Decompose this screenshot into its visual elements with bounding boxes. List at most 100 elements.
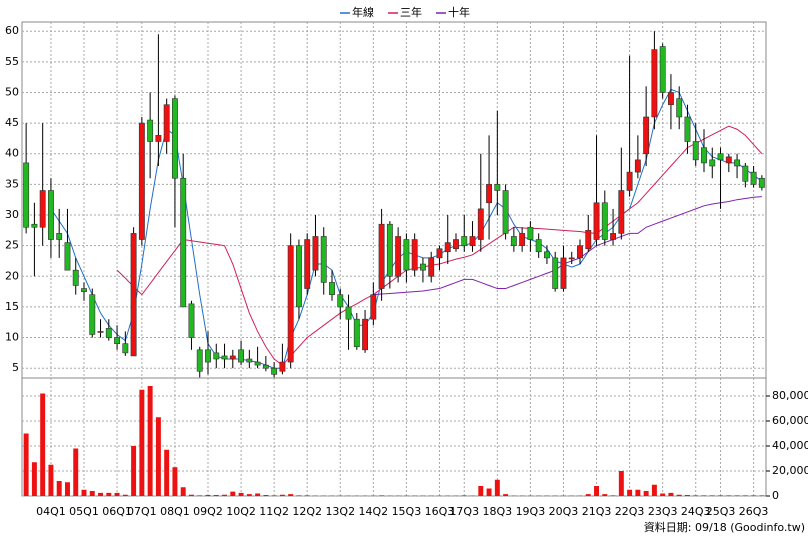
candle-body bbox=[238, 349, 245, 363]
volume-bar bbox=[594, 486, 600, 496]
volume-bar bbox=[668, 492, 674, 496]
volume-bar bbox=[172, 467, 178, 496]
candle-body bbox=[477, 208, 484, 240]
volume-bar bbox=[503, 494, 509, 496]
volume-bar bbox=[651, 484, 657, 496]
volume-bar bbox=[304, 495, 310, 496]
candle-body bbox=[114, 337, 121, 344]
candle-body bbox=[651, 49, 658, 118]
volume-bar bbox=[461, 495, 467, 496]
candle-body bbox=[510, 236, 517, 246]
x-tick-label: 10Q2 bbox=[226, 505, 256, 518]
candle-body bbox=[105, 328, 112, 338]
volume-bar bbox=[478, 486, 484, 496]
volume-bar bbox=[379, 495, 385, 496]
candle-body bbox=[72, 269, 79, 286]
candle-body bbox=[560, 257, 567, 289]
footer-note: 資料日期: 09/18 (Goodinfo.tw) bbox=[644, 520, 805, 534]
x-tick-label: 25Q3 bbox=[706, 505, 736, 518]
volume-bar bbox=[742, 495, 748, 496]
candle-body bbox=[345, 306, 352, 320]
candle-body bbox=[31, 223, 38, 228]
x-tick-label: 06Q1 bbox=[102, 505, 132, 518]
candle-body bbox=[552, 257, 559, 289]
y-tick-label: 40 bbox=[5, 147, 19, 160]
volume-bar bbox=[122, 494, 128, 496]
volume-bar bbox=[222, 494, 228, 496]
candle-body bbox=[610, 233, 617, 240]
candle-body bbox=[626, 171, 633, 191]
x-tick-label: 08Q1 bbox=[160, 505, 190, 518]
volume-bar bbox=[660, 493, 666, 496]
x-tick-label: 11Q2 bbox=[259, 505, 289, 518]
x-tick-label: 12Q2 bbox=[292, 505, 322, 518]
candle-body bbox=[643, 116, 650, 155]
candle-body bbox=[138, 122, 145, 240]
y2-tick-label: 0 bbox=[772, 489, 779, 502]
candle-body bbox=[419, 263, 426, 271]
candle-body bbox=[205, 349, 211, 363]
volume-bar bbox=[288, 494, 294, 496]
volume-bar bbox=[23, 433, 29, 496]
y-tick-label: 15 bbox=[5, 300, 19, 313]
y-tick-label: 55 bbox=[5, 55, 19, 68]
candle-body bbox=[634, 159, 641, 173]
legend-label: 三年 bbox=[400, 5, 422, 19]
legend-label: 十年 bbox=[448, 5, 470, 19]
candle-body bbox=[304, 239, 311, 289]
candle-body bbox=[180, 177, 187, 308]
volume-bar bbox=[81, 489, 87, 496]
candle-body bbox=[213, 352, 220, 360]
x-tick-label: 05Q1 bbox=[69, 505, 99, 518]
x-tick-label: 07Q1 bbox=[127, 505, 157, 518]
volume-bar bbox=[693, 495, 699, 496]
candle-body bbox=[271, 367, 278, 375]
volume-bar bbox=[676, 494, 682, 496]
candle-body bbox=[527, 226, 534, 240]
candle-body bbox=[47, 190, 54, 240]
candle-body bbox=[353, 318, 360, 348]
volume-bar bbox=[131, 446, 137, 496]
volume-bar bbox=[494, 479, 500, 496]
volume-bar bbox=[635, 489, 641, 496]
y-tick-label: 60 bbox=[5, 24, 19, 37]
y-tick-label: 20 bbox=[5, 269, 19, 282]
candle-body bbox=[122, 343, 129, 354]
volume-bar bbox=[31, 462, 37, 496]
candle-body bbox=[329, 282, 335, 295]
x-tick-label: 21Q3 bbox=[582, 505, 612, 518]
volume-bar bbox=[205, 495, 211, 496]
volume-bar bbox=[230, 491, 236, 496]
x-tick-label: 24Q3 bbox=[681, 505, 711, 518]
volume-bar bbox=[684, 495, 690, 496]
volume-bar bbox=[486, 488, 492, 496]
candle-body bbox=[758, 177, 765, 188]
volume-bar bbox=[164, 449, 170, 496]
y-tick-label: 5 bbox=[12, 361, 19, 374]
candle-body bbox=[279, 361, 286, 372]
candle-body bbox=[81, 288, 87, 292]
volume-bar bbox=[48, 464, 54, 496]
y-tick-label: 45 bbox=[5, 116, 19, 129]
candle-body bbox=[486, 184, 493, 204]
volume-bar bbox=[279, 494, 285, 496]
volume-bar bbox=[271, 495, 277, 496]
candle-body bbox=[519, 233, 526, 246]
candle-body bbox=[428, 257, 435, 277]
volume-bar bbox=[89, 491, 95, 496]
candle-body bbox=[585, 230, 592, 250]
candle-body bbox=[659, 46, 666, 93]
candle-body bbox=[320, 236, 327, 283]
volume-bar bbox=[585, 494, 591, 496]
candle-body bbox=[64, 242, 71, 271]
candle-body bbox=[370, 294, 377, 320]
volume-bar bbox=[734, 495, 740, 496]
plot-frame bbox=[21, 21, 767, 497]
x-tick-label: 20Q3 bbox=[549, 505, 579, 518]
candle-body bbox=[684, 116, 691, 142]
candle-body bbox=[543, 251, 550, 259]
candle-body bbox=[502, 190, 509, 234]
legend-label: 年線 bbox=[352, 5, 374, 19]
y-tick-label: 50 bbox=[5, 85, 19, 98]
